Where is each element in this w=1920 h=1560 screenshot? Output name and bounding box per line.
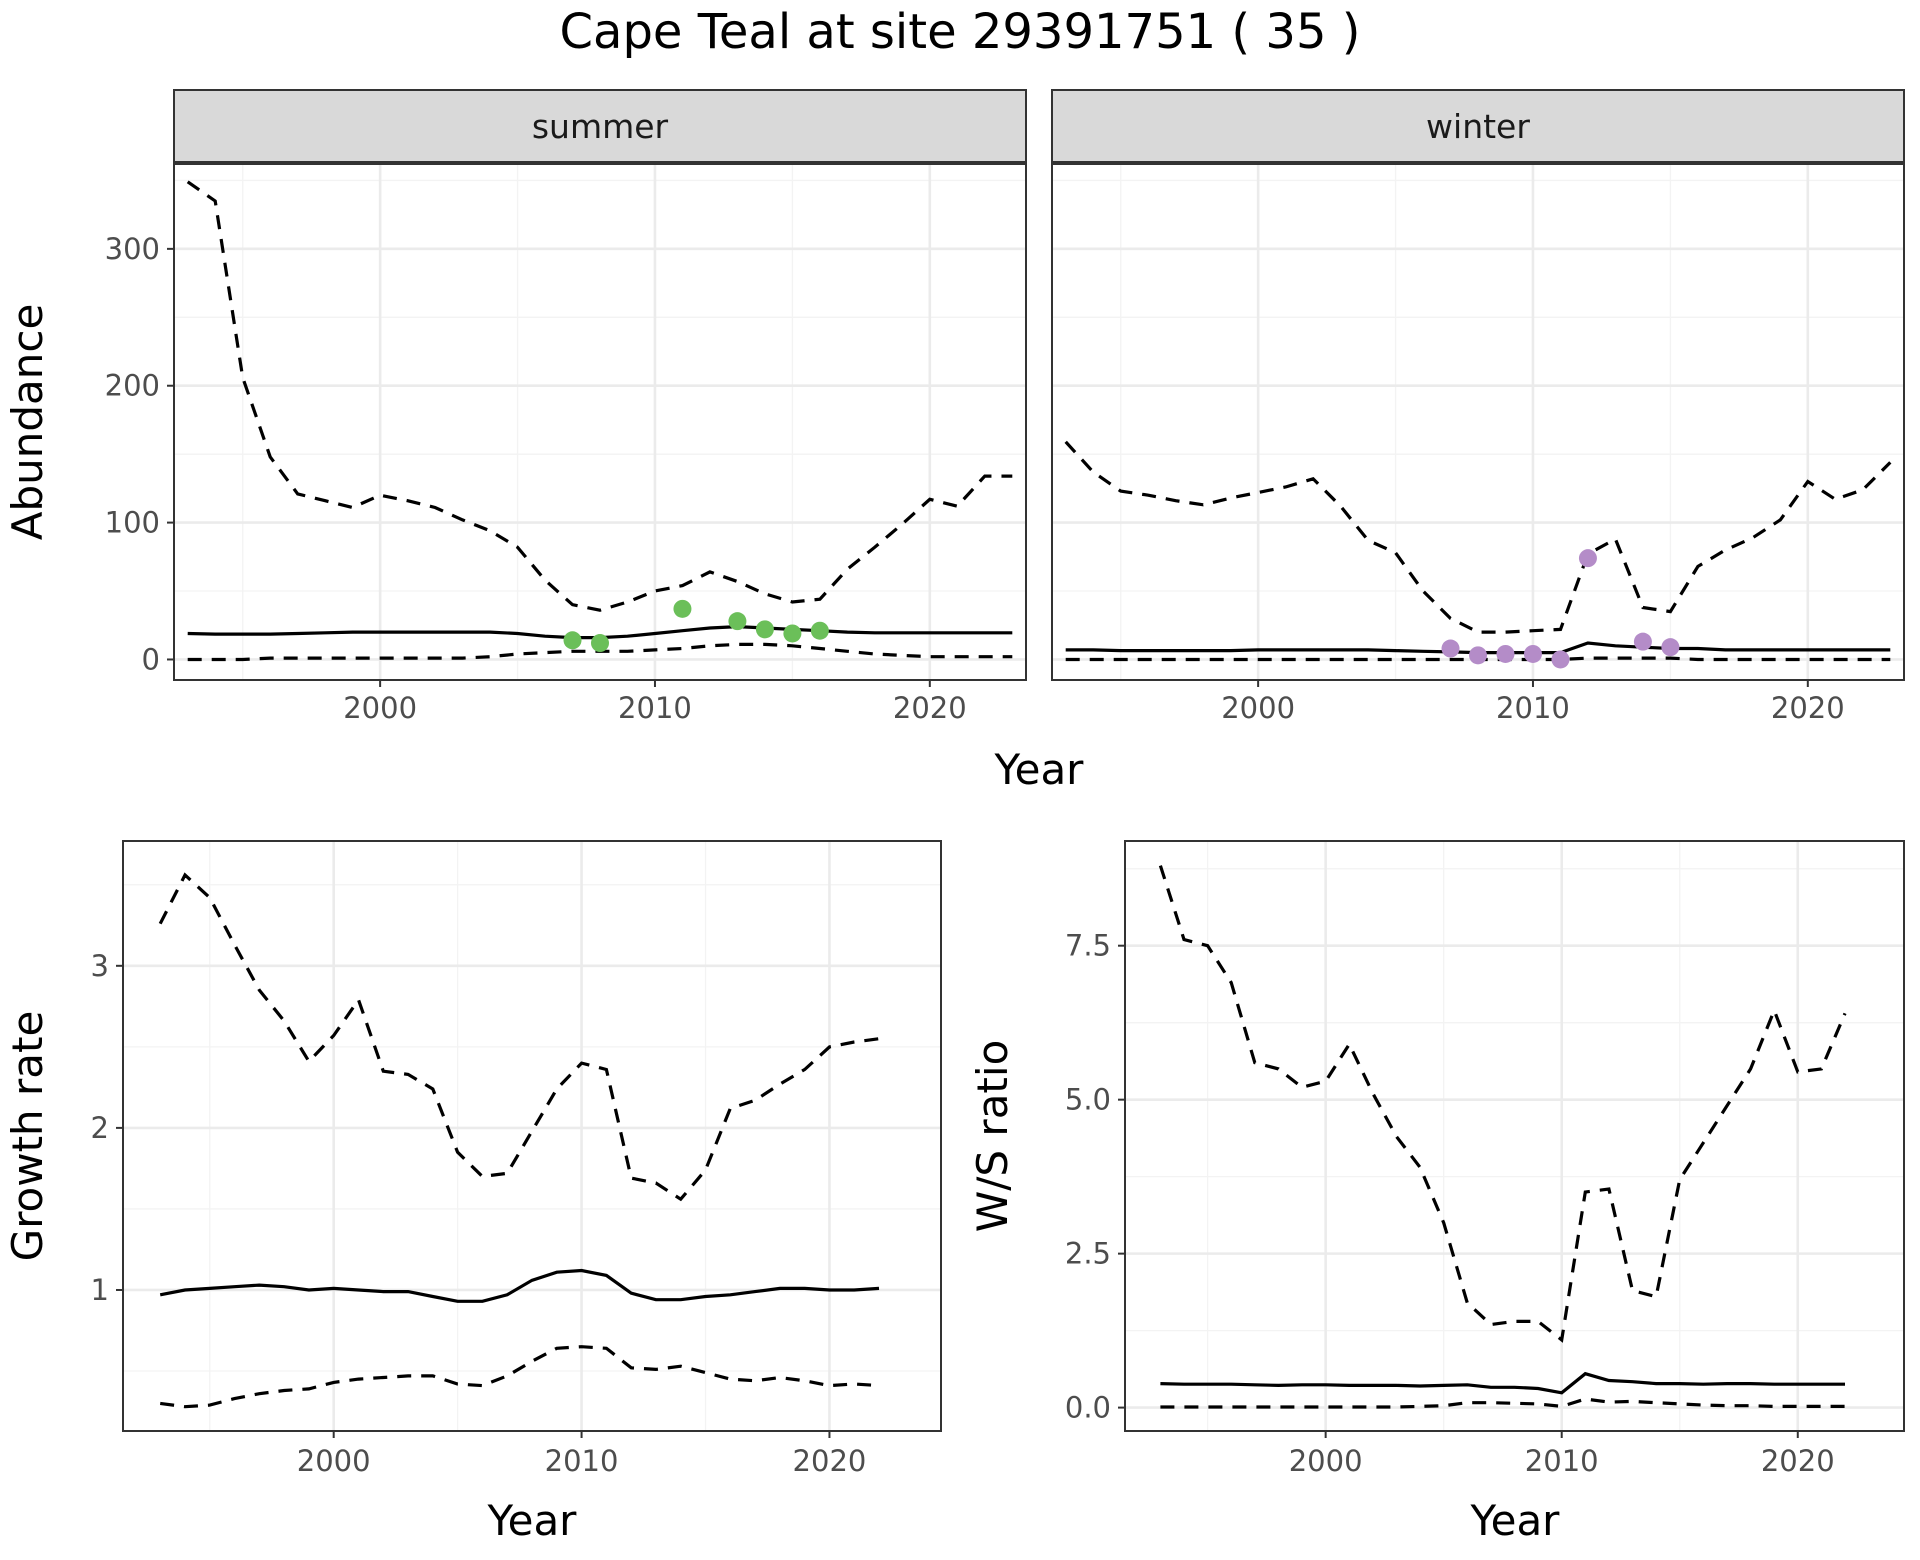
data-point (563, 631, 582, 650)
y-tick-label: 0 (142, 642, 160, 676)
data-point (1633, 632, 1652, 651)
y-tick-label: 2.5 (1065, 1237, 1111, 1271)
y-tick-label: 5.0 (1065, 1083, 1111, 1117)
data-point (1523, 644, 1542, 663)
data-point (1551, 650, 1570, 669)
facet-strip-label: summer (532, 107, 669, 146)
data-point (728, 612, 747, 631)
series-line-ci-lower (159, 1345, 880, 1409)
series-line-ci-lower (1160, 1397, 1845, 1409)
data-point (1578, 549, 1597, 568)
x-tick-label: 2000 (1289, 1444, 1363, 1478)
series-line-mean (159, 1268, 880, 1303)
y-tick-label: 7.5 (1065, 929, 1111, 963)
y-tick-label: 1 (91, 1273, 109, 1307)
x-tick-label: 2010 (545, 1444, 619, 1478)
series-line-ci-upper (158, 872, 880, 1202)
facet-strip-label: winter (1426, 107, 1530, 146)
panel-border (1124, 840, 1905, 1432)
data-point (673, 599, 692, 618)
y-tick-label: 200 (105, 369, 160, 403)
panel-w-s-ratio: 2000 2010 2020 0.0 2.5 5.0 7.5 W/S ratio Year (968, 840, 1905, 1545)
y-axis-title: W/S ratio (968, 1040, 1017, 1233)
x-axis-title: Year (487, 1496, 578, 1545)
series-line-ci-upper (1064, 440, 1892, 634)
x-tick-label: 2000 (297, 1444, 371, 1478)
y-axis-title: Growth rate (3, 1011, 52, 1262)
x-tick-label: 2000 (343, 691, 417, 725)
data-point (810, 621, 829, 640)
x-axis-title: Year (1470, 1496, 1561, 1545)
panel-border (173, 163, 1027, 681)
panel-border (1051, 163, 1905, 681)
panel-summer: summer 2000 2010 2020 0 100 200 300 Abundance (3, 89, 1027, 725)
data-point (1441, 639, 1460, 658)
x-tick-label: 2020 (1761, 1444, 1835, 1478)
data-point (591, 634, 609, 653)
series-line-mean (1160, 1371, 1845, 1395)
panel-border (122, 840, 942, 1432)
data-point (755, 620, 774, 639)
y-tick-label: 100 (105, 506, 160, 540)
data-point (1496, 644, 1515, 663)
y-tick-label: 0.0 (1065, 1391, 1111, 1425)
y-tick-label: 300 (105, 232, 160, 266)
facet-strip (1051, 89, 1905, 163)
data-point (783, 624, 802, 643)
x-tick-label: 2020 (893, 691, 967, 725)
figure-title: Cape Teal at site 29391751 ( 35 ) (560, 4, 1361, 60)
panel-growth-rate: 2000 2010 2020 1 2 3 Growth rate Year (3, 840, 942, 1545)
x-tick-label: 2000 (1221, 691, 1295, 725)
series-line-ci-upper (186, 180, 1013, 612)
y-axis-title: Abundance (3, 304, 52, 541)
panels: summer 2000 2010 2020 0 100 200 300 Abundance win… (3, 89, 1905, 1545)
x-tick-label: 2020 (793, 1444, 867, 1478)
series-line-ci-upper (1158, 865, 1847, 1343)
x-tick-label: 2020 (1771, 691, 1845, 725)
data-point (1469, 646, 1487, 665)
data-point (1661, 638, 1680, 657)
y-tick-label: 2 (91, 1111, 109, 1145)
x-tick-label: 2010 (1525, 1444, 1599, 1478)
x-tick-label: 2010 (1496, 691, 1570, 725)
x-tick-label: 2010 (618, 691, 692, 725)
panel-winter: winter 2000 2010 2020 (1051, 89, 1905, 725)
y-tick-label: 3 (91, 949, 109, 983)
x-axis-title-top-row: Year (994, 745, 1085, 794)
facet-strip (173, 89, 1027, 163)
